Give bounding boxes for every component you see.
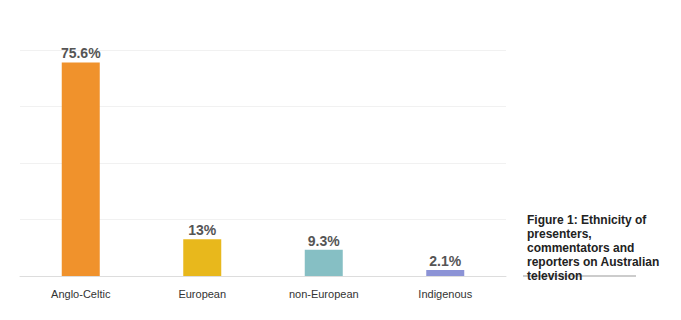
svg-text:Anglo-Celtic: Anglo-Celtic <box>51 288 111 300</box>
svg-text:presenters,: presenters, <box>527 227 595 241</box>
svg-text:commentators and: commentators and <box>527 241 638 255</box>
svg-text:13%: 13% <box>188 222 217 238</box>
svg-text:Ethnicity of: Ethnicity of <box>578 213 650 227</box>
svg-text:Indigenous: Indigenous <box>418 288 472 300</box>
svg-text:Figure 1:: Figure 1: <box>527 213 578 227</box>
svg-text:2.1%: 2.1% <box>429 253 461 269</box>
svg-text:non-European: non-European <box>289 288 359 300</box>
svg-text:75.6%: 75.6% <box>61 45 101 61</box>
svg-text:reporters on Australian: reporters on Australian <box>527 255 663 269</box>
svg-text:television: television <box>527 269 582 283</box>
svg-text:9.3%: 9.3% <box>308 233 340 249</box>
svg-text:European: European <box>178 288 226 300</box>
